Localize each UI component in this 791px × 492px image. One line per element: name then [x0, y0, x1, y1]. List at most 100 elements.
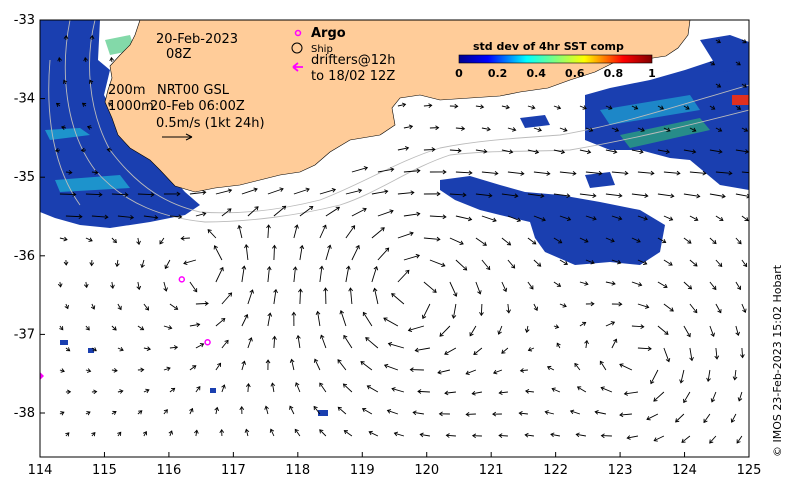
current-vector: [680, 369, 685, 383]
current-vector: [340, 310, 347, 327]
plot-frame: [39, 19, 750, 458]
sst-patch-east: [585, 50, 749, 190]
colorbar-tick-label: 0: [455, 67, 463, 80]
current-vector: [183, 259, 197, 264]
current-vector: [595, 411, 607, 415]
current-vector-head: [267, 312, 273, 317]
argo-float-marker: [178, 276, 186, 283]
current-vector: [137, 237, 140, 245]
current-vector-head: [67, 389, 72, 395]
scale-label: 0.5m/s (1kt 24h): [156, 116, 265, 131]
current-vector-head: [60, 368, 65, 373]
current-vector: [709, 281, 717, 290]
current-vector: [143, 431, 147, 437]
current-vector: [637, 347, 652, 350]
current-vector-head: [650, 379, 655, 385]
depth-200-label: 200m: [108, 83, 145, 98]
current-vector-head: [646, 416, 651, 421]
current-vector-head: [319, 334, 325, 339]
current-vector-head: [462, 192, 467, 198]
current-vector-head: [586, 149, 592, 155]
current-vector-head: [117, 431, 122, 436]
current-vector-head: [618, 301, 623, 307]
current-vector: [215, 267, 224, 283]
current-vector: [449, 193, 466, 196]
current-vector: [169, 303, 178, 310]
x-tick-label: 124: [672, 463, 697, 478]
current-vector-head: [104, 214, 109, 220]
current-vector-head: [444, 390, 449, 396]
current-vector-head: [529, 285, 534, 290]
current-vector-head: [689, 357, 694, 362]
colorbar-tick-label: 0.2: [488, 67, 508, 80]
current-vector: [527, 237, 537, 245]
current-vector: [397, 147, 409, 151]
drifters-to-label: to 18/02 12Z: [311, 69, 395, 84]
current-vector-head: [541, 217, 546, 222]
current-vector-head: [610, 238, 615, 243]
current-vector-head: [546, 171, 551, 176]
current-vector: [681, 435, 691, 443]
current-vector: [734, 369, 737, 380]
current-vector-head: [322, 224, 327, 229]
current-vector: [663, 347, 670, 362]
current-vector: [646, 413, 659, 420]
current-vector-head: [633, 105, 639, 110]
current-vector-head: [670, 193, 675, 199]
colorbar-ticks: 0 0.2 0.4 0.6 0.8 1: [455, 67, 656, 80]
current-vector-head: [653, 437, 658, 442]
current-vector-head: [196, 322, 201, 328]
current-vector-head: [415, 253, 421, 259]
current-vector-head: [584, 238, 589, 243]
current-vector: [59, 193, 76, 195]
current-vector: [493, 369, 503, 374]
current-vector: [444, 391, 456, 394]
current-vector-head: [644, 193, 649, 199]
x-tick-label: 121: [479, 463, 504, 478]
current-vector: [215, 318, 226, 327]
current-vector: [59, 237, 68, 241]
current-vector-head: [380, 227, 385, 232]
current-vector-head: [737, 240, 742, 245]
current-vector: [455, 171, 472, 174]
current-vector-head: [404, 146, 410, 151]
current-vector: [663, 259, 673, 266]
current-vector: [215, 363, 221, 371]
current-vector: [707, 369, 711, 382]
current-vector-head: [65, 432, 70, 437]
current-vector-head: [279, 187, 284, 192]
current-vector-head: [313, 358, 319, 363]
current-vector-head: [436, 191, 441, 197]
current-vector: [415, 347, 430, 352]
current-vector-head: [237, 224, 242, 230]
current-vector-head: [385, 247, 390, 252]
current-vector-head: [524, 432, 529, 438]
current-vector: [273, 289, 277, 305]
colorbar-title: std dev of 4hr SST comp: [473, 40, 624, 53]
current-vector-head: [248, 337, 253, 342]
y-tick-label: -36: [14, 249, 35, 264]
current-vector-head: [146, 346, 151, 352]
x-tick-label: 115: [92, 463, 117, 478]
current-vector: [91, 303, 95, 310]
current-vector-head: [391, 293, 396, 298]
current-vector: [391, 388, 405, 393]
current-vector: [624, 391, 638, 395]
current-vector: [711, 391, 717, 403]
plot-area: [40, 20, 749, 444]
current-vector: [533, 303, 538, 311]
current-vector: [585, 340, 588, 349]
current-vector-head: [213, 245, 218, 250]
current-vector: [446, 434, 456, 437]
current-vector-head: [140, 367, 145, 373]
current-vector: [559, 215, 571, 221]
current-vector: [137, 410, 143, 415]
current-vector-head: [703, 418, 708, 424]
current-vector: [637, 303, 649, 308]
current-vector-head: [743, 262, 748, 268]
current-vector: [365, 337, 379, 349]
current-vector: [215, 407, 218, 415]
current-vector-head: [687, 285, 693, 290]
current-vector-head: [732, 376, 738, 381]
current-vector: [527, 149, 539, 153]
